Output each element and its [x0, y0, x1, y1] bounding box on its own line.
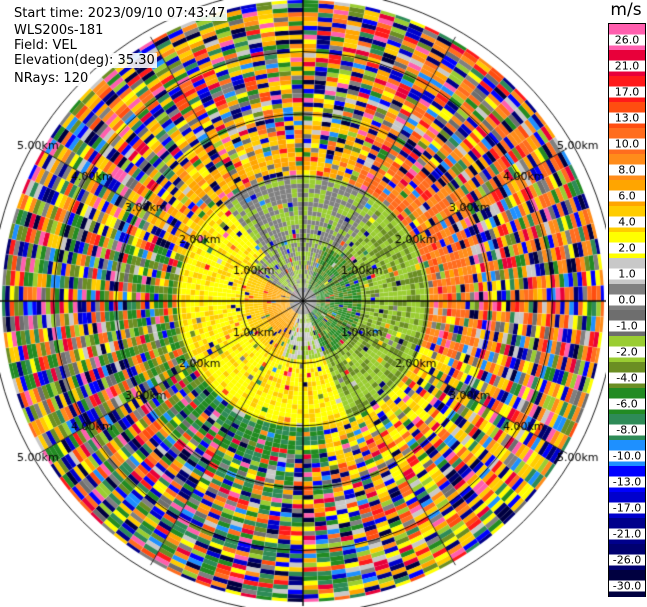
colorbar-tick-label: -13.0: [609, 476, 645, 488]
colorbar-tick-label: -6.0: [609, 398, 645, 410]
colorbar-tick-label: 10.0: [609, 138, 645, 150]
instrument-label: WLS200s-181: [12, 23, 106, 38]
colorbar-tick-label: 17.0: [609, 86, 645, 98]
field-label: Field: VEL: [12, 38, 79, 53]
colorbar-tick-label: -30.0: [609, 580, 645, 592]
colorbar-tick-label: 2.0: [609, 242, 645, 254]
colorbar-tick-label: 21.0: [609, 60, 645, 72]
colorbar-tick-label: -21.0: [609, 528, 645, 540]
colorbar-tick-label: 0.0: [609, 294, 645, 306]
elevation-label: Elevation(deg): 35.30: [12, 53, 157, 68]
colorbar-tick-label: 8.0: [609, 164, 645, 176]
colorbar-tick-label: 13.0: [609, 112, 645, 124]
colorbar-tick-label: -2.0: [609, 346, 645, 358]
colorbar-tick-label: -1.0: [609, 320, 645, 332]
colorbar-tick-label: 1.0: [609, 268, 645, 280]
colorbar-tick-label: -17.0: [609, 502, 645, 514]
colorbar: 26.0 21.0 17.0 13.0 10.0 8.0 6.0 4.0 2.0 1.0 0.0 -1…: [608, 23, 646, 597]
colorbar-tick-label: 26.0: [609, 34, 645, 46]
nrays-label: NRays: 120: [12, 71, 91, 86]
colorbar-tick-label: 6.0: [609, 190, 645, 202]
colorbar-tick-label: 4.0: [609, 216, 645, 228]
colorbar-tick-label: -26.0: [609, 554, 645, 566]
radar-ppi-plot: [0, 0, 606, 607]
colorbar-tick-label: -8.0: [609, 424, 645, 436]
colorbar-unit: m/s: [610, 0, 642, 20]
colorbar-tick-label: -4.0: [609, 372, 645, 384]
colorbar-tick-label: -10.0: [609, 450, 645, 462]
start-time-label: Start time: 2023/09/10 07:43:47: [12, 6, 228, 21]
